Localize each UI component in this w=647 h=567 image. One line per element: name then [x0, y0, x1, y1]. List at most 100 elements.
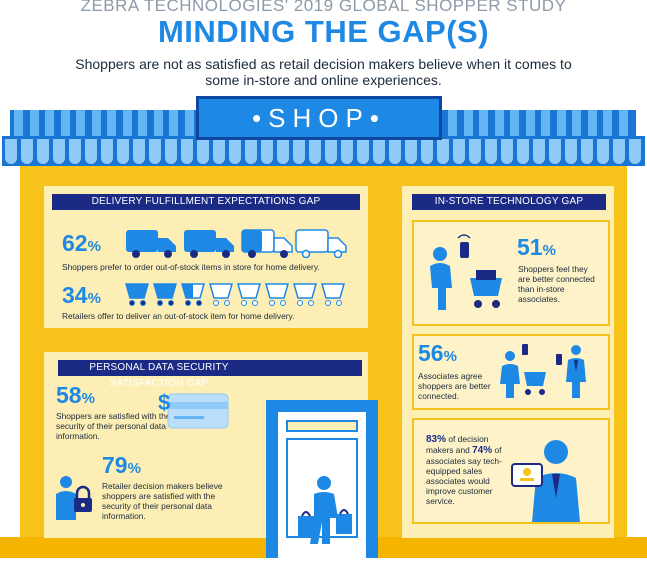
shop-sign-label: •SHOP• [252, 102, 386, 133]
awning-scallop [613, 139, 625, 164]
awning-scallop [197, 139, 209, 164]
awning-stripe [556, 110, 566, 136]
awning-scallop [149, 139, 161, 164]
truck-icon [184, 230, 234, 258]
business-person-lock-icon [56, 476, 92, 520]
shopping-cart-icon [209, 283, 233, 306]
awning-stripe [603, 110, 612, 136]
supertitle: ZEBRA TECHNOLOGIES' 2019 GLOBAL SHOPPER … [80, 0, 567, 15]
subtitle: Shoppers are not as satisfied as retail … [75, 56, 572, 88]
awning-scallop [581, 139, 593, 164]
awning-scallop [533, 139, 545, 164]
shopping-cart-icon [321, 283, 345, 306]
door-transom [286, 420, 358, 432]
awning-stripe [14, 110, 23, 136]
awning-scallop [181, 139, 193, 164]
security-stat2-value: 79% [102, 452, 141, 478]
shopping-carts-icon [125, 283, 345, 306]
awning-scallop [549, 139, 561, 164]
awning-scallop [165, 139, 177, 164]
awning-scallop [485, 139, 497, 164]
awning-scallop [229, 139, 241, 164]
awning-stripe [45, 110, 54, 136]
tech-stat3-text: 83% of decision makers and 74% of associ… [426, 434, 502, 506]
shopper-associate-icon [500, 344, 586, 398]
security-stat1-text: Shoppers are satisfied with the security… [56, 411, 171, 441]
shopping-cart-icon [153, 283, 177, 306]
tech-stat3-box [412, 418, 610, 524]
page-title: MINDING THE GAP(S) [157, 14, 490, 49]
svg-text:$: $ [158, 390, 170, 415]
delivery-gap-panel: DELIVERY FULFILLMENT EXPECTATIONS GAP [44, 186, 368, 328]
awning-scallop [325, 139, 337, 164]
awning-stripe [587, 110, 597, 136]
awning-stripe [169, 110, 178, 136]
credit-card-icon: $ [158, 390, 229, 429]
awning-scallop [373, 139, 385, 164]
awning-stripe [107, 110, 116, 136]
awning-scallop [421, 139, 433, 164]
awning-scallop [37, 139, 49, 164]
awning-scallop [517, 139, 529, 164]
awning-stripe [463, 110, 473, 136]
delivery-stat1-value: 62% [62, 230, 101, 256]
awning-scallop [453, 139, 465, 164]
delivery-stat2-value: 34% [62, 282, 101, 308]
awning-scallop [357, 139, 369, 164]
awning-scallop [437, 139, 449, 164]
awning-scallop [261, 139, 273, 164]
security-heading-extension [258, 360, 362, 376]
truck-outline-icon [295, 229, 347, 258]
awning-scallop [597, 139, 609, 164]
shop-sign: •SHOP• [196, 96, 442, 140]
tech-stat2-value: 56% [418, 340, 457, 366]
sales-associate-tablet-icon [511, 440, 580, 522]
awning-scallop [309, 139, 321, 164]
awning-stripe [510, 110, 519, 136]
awning-stripe [91, 110, 101, 136]
awning-scallop [405, 139, 417, 164]
awning-stripe [153, 110, 163, 136]
awning-scallop [133, 139, 145, 164]
delivery-gap-heading: DELIVERY FULFILLMENT EXPECTATIONS GAP [52, 194, 360, 210]
shopping-cart-icon [181, 283, 205, 306]
tech-stat1-text: Shoppers feel they are better connected … [518, 264, 595, 304]
awning-stripe [479, 110, 488, 136]
awning-scallop [245, 139, 257, 164]
awning-scallop [85, 139, 97, 164]
awning-scallop [69, 139, 81, 164]
awning-stripe [572, 110, 581, 136]
tech-stat1-value: 51% [517, 234, 556, 260]
awning-scallop [5, 139, 17, 164]
awning-scallop [629, 139, 641, 164]
awning-stripe [60, 110, 70, 136]
awning-stripe [525, 110, 535, 136]
awning-scallop [277, 139, 289, 164]
tech-stat2-text: Associates agree shoppers are better con… [418, 371, 491, 401]
awning-scallop [213, 139, 225, 164]
awning-scallop [389, 139, 401, 164]
shopper-with-bags-icon [298, 476, 352, 544]
shopping-cart-icon [265, 283, 289, 306]
shopping-cart-icon [237, 283, 261, 306]
awning-stripe [184, 110, 194, 136]
delivery-trucks-icon [126, 229, 347, 258]
awning-stripe [494, 110, 504, 136]
awning-scallop [117, 139, 129, 164]
awning-scallop [501, 139, 513, 164]
awning-stripe [618, 110, 628, 136]
awning-scallop [101, 139, 113, 164]
awning-stripe [29, 110, 39, 136]
shopping-cart-icon [125, 283, 149, 306]
security-stat1-value: 58% [56, 382, 95, 408]
security-gap-heading: PERSONAL DATA SECURITY SATISFACTION GAP [58, 360, 260, 389]
awning-stripe [541, 110, 550, 136]
awning-scallop [53, 139, 65, 164]
shopping-cart-icon [293, 283, 317, 306]
truck-icon [126, 230, 176, 258]
shopper-phone-cart-icon [430, 234, 502, 310]
awning-stripe [122, 110, 132, 136]
awning-scallop [21, 139, 33, 164]
awning-stripe [138, 110, 147, 136]
awning-scallop [293, 139, 305, 164]
